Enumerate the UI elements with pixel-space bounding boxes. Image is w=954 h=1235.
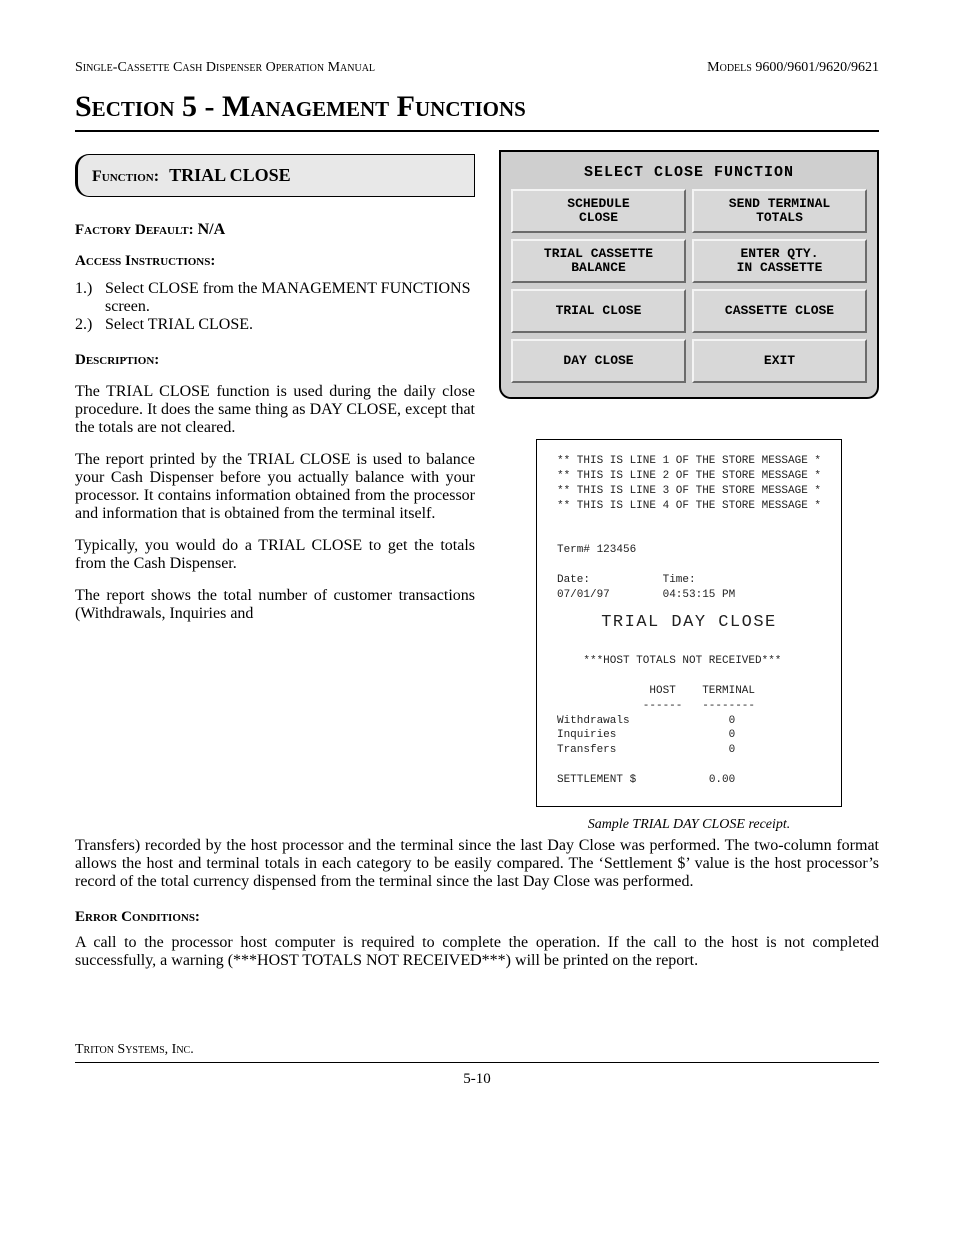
access-step-text: Select TRIAL CLOSE. <box>105 316 253 334</box>
receipt-term-line: Term# 123456 <box>557 544 636 556</box>
receipt-caption: Sample TRIAL DAY CLOSE receipt. <box>499 817 879 833</box>
receipt-warning: ***HOST TOTALS NOT RECEIVED*** <box>583 655 781 667</box>
send-terminal-totals-button[interactable]: SEND TERMINAL TOTALS <box>692 189 867 233</box>
receipt-store-msg: ** THIS IS LINE 3 OF THE STORE MESSAGE * <box>557 485 821 497</box>
receipt-store-msg: ** THIS IS LINE 4 OF THE STORE MESSAGE * <box>557 500 821 512</box>
footer-company: Triton Systems, Inc. <box>75 1042 194 1057</box>
access-instructions-label: Access Instructions: <box>75 253 475 270</box>
description-continuation: Transfers) recorded by the host processo… <box>75 837 879 891</box>
running-head: Single-Cassette Cash Dispenser Operation… <box>75 60 879 76</box>
receipt-time-val: 04:53:15 PM <box>663 589 736 601</box>
receipt-row-val: 0 <box>729 715 736 727</box>
access-step: 1.) Select CLOSE from the MANAGEMENT FUN… <box>75 280 475 316</box>
schedule-close-button[interactable]: SCHEDULE CLOSE <box>511 189 686 233</box>
function-header-box: Function: TRIAL CLOSE <box>75 154 475 197</box>
receipt-row-label: Inquiries <box>557 729 616 741</box>
error-conditions-label: Error Conditions: <box>75 909 879 926</box>
receipt-row-val: 0 <box>729 729 736 741</box>
title-rule <box>75 130 879 132</box>
footer-page-number: 5-10 <box>75 1071 879 1088</box>
receipt-col-host: HOST <box>649 685 675 697</box>
panel-button-grid: SCHEDULE CLOSE SEND TERMINAL TOTALS TRIA… <box>511 189 867 383</box>
access-instructions-list: 1.) Select CLOSE from the MANAGEMENT FUN… <box>75 280 475 334</box>
error-conditions-para: A call to the processor host computer is… <box>75 934 879 970</box>
receipt-settlement-label: SETTLEMENT $ <box>557 774 636 786</box>
access-step-num: 1.) <box>75 280 105 316</box>
receipt-col-terminal: TERMINAL <box>702 685 755 697</box>
receipt-settlement-val: 0.00 <box>709 774 735 786</box>
function-name: TRIAL CLOSE <box>169 165 291 185</box>
trial-close-button[interactable]: TRIAL CLOSE <box>511 289 686 333</box>
receipt-row-label: Withdrawals <box>557 715 630 727</box>
running-head-right: Models 9600/9601/9620/9621 <box>707 60 879 76</box>
receipt-date-label: Date: <box>557 574 590 586</box>
access-step-text: Select CLOSE from the MANAGEMENT FUNCTIO… <box>105 280 475 316</box>
enter-qty-in-cassette-button[interactable]: ENTER QTY. IN CASSETTE <box>692 239 867 283</box>
description-para: The report shows the total number of cus… <box>75 587 475 623</box>
day-close-button[interactable]: DAY CLOSE <box>511 339 686 383</box>
factory-default-line: Factory Default: N/A <box>75 221 475 239</box>
description-para: The report printed by the TRIAL CLOSE is… <box>75 451 475 523</box>
receipt-store-msg: ** THIS IS LINE 1 OF THE STORE MESSAGE * <box>557 455 821 467</box>
access-step: 2.) Select TRIAL CLOSE. <box>75 316 475 334</box>
receipt-sample: ** THIS IS LINE 1 OF THE STORE MESSAGE *… <box>536 439 842 807</box>
receipt-date-val: 07/01/97 <box>557 589 610 601</box>
cassette-close-button[interactable]: CASSETTE CLOSE <box>692 289 867 333</box>
trial-cassette-balance-button[interactable]: TRIAL CASSETTE BALANCE <box>511 239 686 283</box>
page-footer: Triton Systems, Inc. 5-10 <box>75 1040 879 1088</box>
terminal-panel: SELECT CLOSE FUNCTION SCHEDULE CLOSE SEN… <box>499 150 879 399</box>
exit-button[interactable]: EXIT <box>692 339 867 383</box>
access-step-num: 2.) <box>75 316 105 334</box>
factory-default-value: N/A <box>198 221 226 238</box>
receipt-title: TRIAL DAY CLOSE <box>557 612 821 635</box>
receipt-time-label: Time: <box>663 574 696 586</box>
receipt-store-msg: ** THIS IS LINE 2 OF THE STORE MESSAGE * <box>557 470 821 482</box>
receipt-row-label: Transfers <box>557 744 616 756</box>
running-head-left: Single-Cassette Cash Dispenser Operation… <box>75 60 375 76</box>
receipt-row-val: 0 <box>729 744 736 756</box>
factory-default-label: Factory Default: <box>75 222 194 238</box>
description-para: Typically, you would do a TRIAL CLOSE to… <box>75 537 475 573</box>
section-title: Section 5 - Management Functions <box>75 90 879 124</box>
footer-rule <box>75 1062 879 1063</box>
description-para: The TRIAL CLOSE function is used during … <box>75 383 475 437</box>
function-label: Function: <box>92 168 159 185</box>
panel-title: SELECT CLOSE FUNCTION <box>511 160 867 189</box>
description-label: Description: <box>75 352 475 369</box>
